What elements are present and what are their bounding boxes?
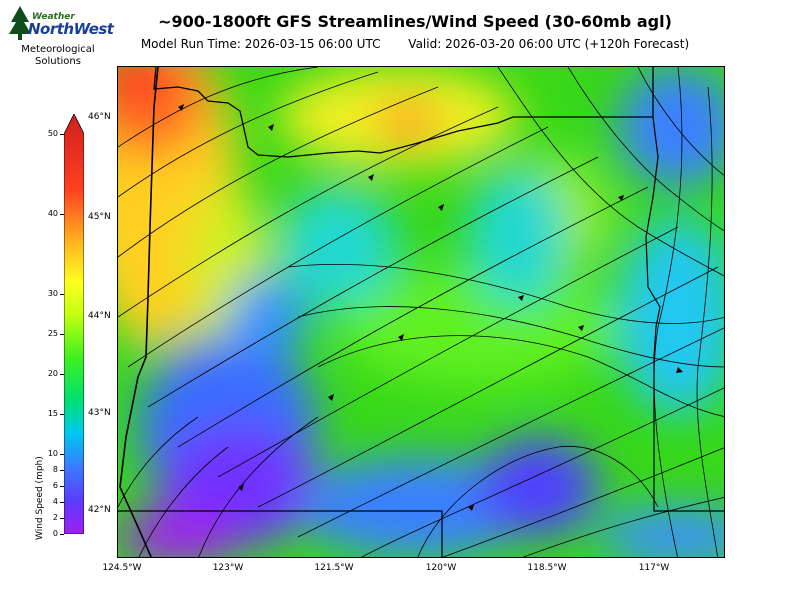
- lat-label-46: 46°N: [88, 112, 111, 122]
- logo: Weather NorthWest Meteorological Solutio…: [8, 6, 114, 70]
- colorbar-tick-mark: [60, 470, 64, 471]
- colorbar-tick-label: 8: [52, 465, 58, 474]
- valid-time: Valid: 2026-03-20 06:00 UTC (+120h Forec…: [408, 37, 690, 51]
- colorbar-tick-label: 15: [47, 409, 58, 418]
- colorbar-tick-mark: [60, 454, 64, 455]
- colorbar-tick-label: 6: [52, 481, 58, 490]
- colorbar-tick-mark: [60, 414, 64, 415]
- lat-label-42: 42°N: [88, 505, 111, 515]
- model-run-time: Model Run Time: 2026-03-15 06:00 UTC: [140, 37, 381, 51]
- page-title: ~900-1800ft GFS Streamlines/Wind Speed (…: [158, 12, 672, 31]
- org-name: Meteorological Solutions: [8, 44, 108, 68]
- lon-label-121-5: 121.5°W: [314, 563, 354, 573]
- wind-speed-field: [118, 67, 724, 557]
- colorbar-tick-label: 2: [52, 513, 58, 522]
- colorbar-tick-mark: [60, 486, 64, 487]
- colorbar-tick-label: 40: [47, 209, 58, 218]
- colorbar-tick-label: 10: [47, 449, 58, 458]
- colorbar-tick-mark: [60, 518, 64, 519]
- streamlines: [118, 67, 724, 557]
- lon-label-118-5: 118.5°W: [527, 563, 567, 573]
- lat-label-43: 43°N: [88, 408, 111, 418]
- colorbar-tick-mark: [60, 134, 64, 135]
- colorbar-tick-label: 25: [47, 329, 58, 338]
- colorbar-tick-mark: [60, 294, 64, 295]
- colorbar-tick-label: 0: [52, 529, 58, 538]
- colorbar-tick-mark: [60, 534, 64, 535]
- colorbar: [64, 114, 84, 534]
- wind-map: [117, 66, 725, 558]
- brand-line1: Weather: [32, 12, 75, 22]
- colorbar-tick-mark: [60, 334, 64, 335]
- org-line2: Solutions: [35, 56, 81, 67]
- colorbar-tick-label: 20: [47, 369, 58, 378]
- lat-label-44: 44°N: [88, 311, 111, 321]
- lon-label-120: 120°W: [425, 563, 457, 573]
- colorbar-tick-label: 4: [52, 497, 58, 506]
- colorbar-tick-label: 30: [47, 289, 58, 298]
- arrowheads: [178, 104, 683, 511]
- colorbar-tick-mark: [60, 374, 64, 375]
- lon-label-117: 117°W: [638, 563, 670, 573]
- lon-label-123: 123°W: [212, 563, 244, 573]
- brand-line2: NorthWest: [28, 20, 114, 38]
- lon-label-124-5: 124.5°W: [102, 563, 142, 573]
- colorbar-tick-label: 50: [47, 129, 58, 138]
- borders: [118, 67, 724, 557]
- org-line1: Meteorological: [21, 44, 95, 55]
- subtitle: Model Run Time: 2026-03-15 06:00 UTC Val…: [110, 37, 720, 51]
- colorbar-label: Wind Speed (mph): [35, 456, 45, 540]
- lat-label-45: 45°N: [88, 212, 111, 222]
- colorbar-tick-mark: [60, 502, 64, 503]
- colorbar-tick-mark: [60, 214, 64, 215]
- tree-icon: [9, 6, 31, 40]
